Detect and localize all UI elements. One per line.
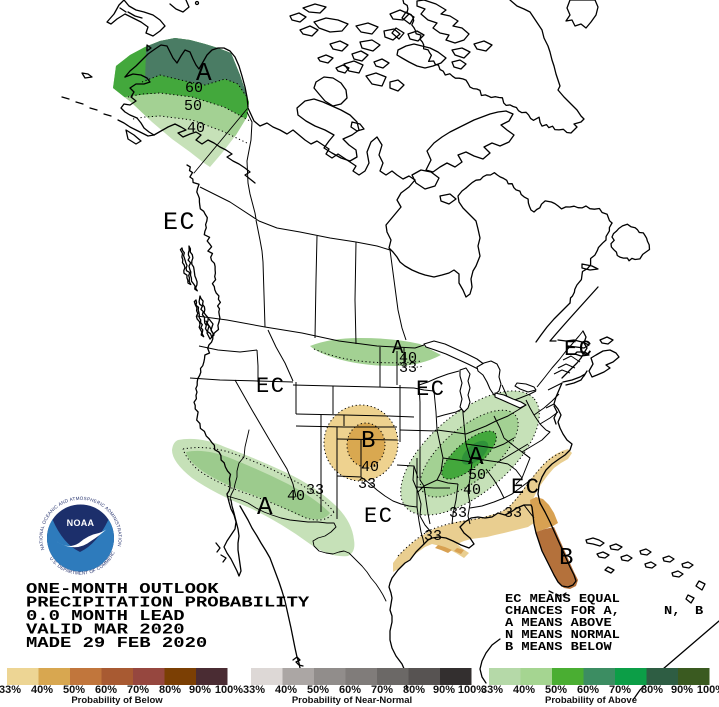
svg-text:33: 33 — [399, 360, 417, 377]
svg-text:40: 40 — [287, 488, 305, 505]
svg-text:EC MEANS EQUAL: EC MEANS EQUAL — [505, 592, 620, 606]
svg-text:40: 40 — [187, 120, 205, 137]
svg-text:40%: 40% — [513, 684, 535, 696]
svg-text:90%: 90% — [189, 684, 211, 696]
svg-text:A: A — [392, 337, 404, 359]
svg-text:90%: 90% — [433, 684, 455, 696]
svg-text:80%: 80% — [641, 684, 663, 696]
svg-text:N MEANS NORMAL: N MEANS NORMAL — [505, 628, 620, 642]
svg-text:50: 50 — [184, 98, 202, 115]
svg-text:B MEANS BELOW: B MEANS BELOW — [505, 640, 612, 654]
svg-text:70%: 70% — [609, 684, 631, 696]
svg-text:50%: 50% — [307, 684, 329, 696]
svg-text:CHANCES FOR A,: CHANCES FOR A, — [505, 604, 620, 618]
svg-text:N,: N, — [664, 604, 680, 618]
svg-text:40: 40 — [463, 482, 481, 499]
svg-text:50%: 50% — [545, 684, 567, 696]
svg-text:EC: EC — [564, 337, 593, 362]
svg-text:33: 33 — [424, 528, 442, 545]
svg-text:EC: EC — [364, 504, 393, 529]
svg-text:40%: 40% — [275, 684, 297, 696]
svg-text:0.0 MONTH LEAD: 0.0 MONTH LEAD — [26, 609, 185, 626]
svg-text:EC: EC — [163, 208, 196, 237]
svg-text:A: A — [468, 442, 484, 472]
svg-text:100%: 100% — [697, 684, 719, 696]
svg-text:A MEANS ABOVE: A MEANS ABOVE — [505, 616, 612, 630]
svg-text:33: 33 — [306, 482, 324, 499]
svg-text:60%: 60% — [339, 684, 361, 696]
svg-text:NOAA: NOAA — [67, 518, 95, 528]
svg-text:40%: 40% — [31, 684, 53, 696]
svg-text:50%: 50% — [63, 684, 85, 696]
svg-text:60: 60 — [185, 80, 203, 97]
svg-text:70%: 70% — [371, 684, 393, 696]
svg-text:100%: 100% — [458, 684, 486, 696]
svg-text:MADE 29 FEB 2020: MADE 29 FEB 2020 — [26, 636, 207, 653]
svg-text:40: 40 — [399, 350, 417, 367]
svg-text:100%: 100% — [215, 684, 243, 696]
svg-text:33%: 33% — [481, 684, 503, 696]
svg-text:33: 33 — [504, 505, 522, 522]
svg-text:80%: 80% — [403, 684, 425, 696]
svg-text:90%: 90% — [671, 684, 693, 696]
svg-text:60%: 60% — [95, 684, 117, 696]
svg-text:40: 40 — [361, 459, 379, 476]
svg-text:Probability of Below: Probability of Below — [71, 695, 163, 706]
svg-text:80%: 80% — [159, 684, 181, 696]
svg-text:B: B — [695, 604, 704, 618]
svg-text:33: 33 — [449, 505, 467, 522]
svg-text:B: B — [361, 428, 375, 455]
svg-text:A: A — [257, 492, 273, 522]
svg-text:ONE-MONTH OUTLOOK: ONE-MONTH OUTLOOK — [26, 582, 219, 599]
svg-text:PRECIPITATION PROBABILITY: PRECIPITATION PROBABILITY — [26, 595, 310, 612]
svg-text:Probability of Near-Normal: Probability of Near-Normal — [292, 695, 412, 706]
svg-text:EC: EC — [416, 377, 445, 402]
svg-text:EC: EC — [256, 374, 285, 399]
svg-text:Probability of Above: Probability of Above — [545, 695, 637, 706]
svg-text:B: B — [559, 545, 573, 572]
svg-text:A: A — [196, 58, 212, 88]
svg-text:60%: 60% — [577, 684, 599, 696]
svg-text:70%: 70% — [127, 684, 149, 696]
svg-text:50: 50 — [468, 467, 486, 484]
svg-text:33%: 33% — [243, 684, 265, 696]
svg-text:33%: 33% — [0, 684, 21, 696]
svg-text:33: 33 — [358, 476, 376, 493]
svg-text:VALID MAR 2020: VALID MAR 2020 — [26, 622, 185, 639]
svg-text:EC: EC — [511, 475, 540, 500]
